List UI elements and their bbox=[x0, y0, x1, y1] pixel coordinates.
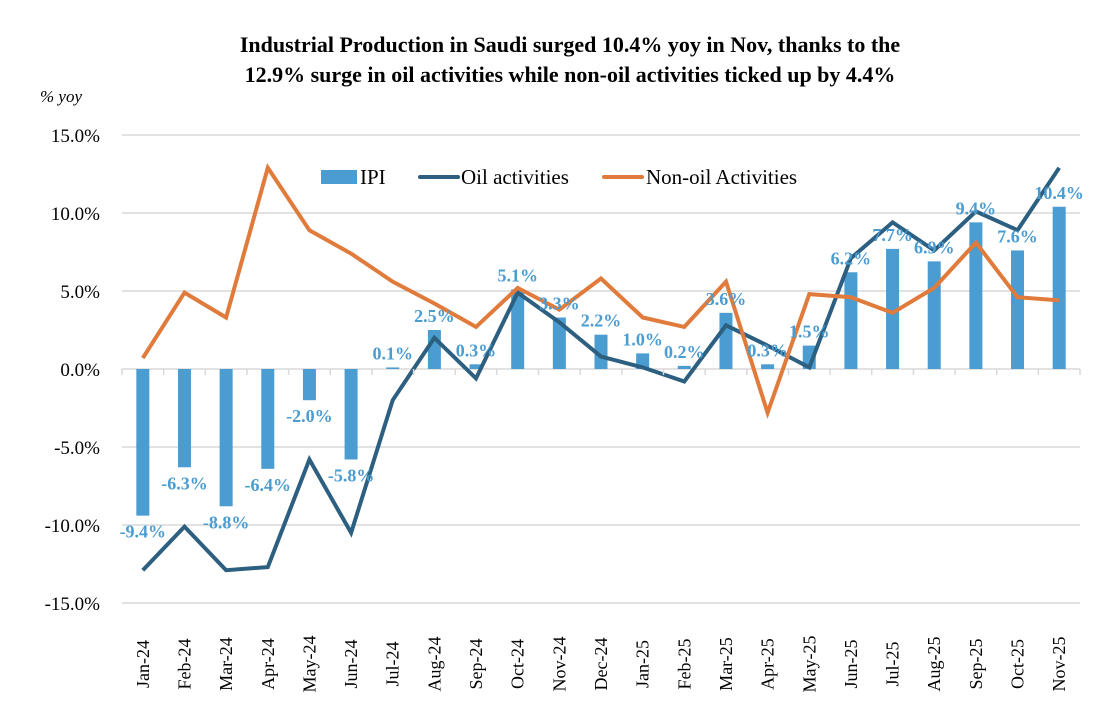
x-tick-label: Jan-25 bbox=[633, 640, 653, 688]
x-tick-label: Feb-25 bbox=[674, 639, 694, 690]
data-label-ipi: 7.6% bbox=[997, 226, 1038, 246]
line-oil-activities bbox=[141, 166, 1061, 573]
x-tick-label: Dec-24 bbox=[591, 638, 611, 691]
legend-label-ipi: IPI bbox=[360, 165, 386, 189]
x-tick-label: Jul-25 bbox=[883, 642, 903, 687]
bar-ipi bbox=[594, 334, 608, 369]
legend-item-non-oil: Non-oil Activities bbox=[602, 165, 797, 189]
bar-ipi bbox=[719, 312, 733, 369]
bar-ipi bbox=[177, 369, 191, 468]
data-label-ipi: -6.3% bbox=[161, 473, 208, 493]
x-tick-label: Nov-25 bbox=[1049, 637, 1069, 692]
x-tick-label: Apr-25 bbox=[758, 638, 778, 690]
x-tick-label: Oct-24 bbox=[508, 639, 528, 689]
data-label-ipi: -2.0% bbox=[286, 406, 333, 426]
data-label-ipi: 5.1% bbox=[497, 265, 538, 285]
y-tick-label: 15.0% bbox=[51, 126, 100, 147]
x-tick-label: Sep-25 bbox=[966, 639, 986, 690]
bar-ipi bbox=[344, 369, 358, 460]
y-axis-label: % yoy bbox=[40, 87, 82, 106]
x-tick-label: May-25 bbox=[799, 636, 819, 693]
x-axis-ticks: Jan-24 Feb-24 Mar-24 Apr-24 May-24 Jun-24 Jul-… bbox=[121, 369, 1081, 693]
bar-ipi bbox=[302, 369, 316, 401]
y-tick-label: -10.0% bbox=[45, 516, 101, 537]
data-label-ipi: -8.8% bbox=[203, 512, 250, 532]
x-tick-label: Nov-24 bbox=[549, 637, 569, 692]
x-tick-label: Jul-24 bbox=[383, 642, 403, 687]
x-tick-label: Oct-25 bbox=[1008, 639, 1028, 689]
x-tick-label: Apr-24 bbox=[258, 638, 278, 690]
bar-ipi bbox=[136, 369, 150, 516]
data-label-ipi: 0.3% bbox=[456, 340, 497, 360]
y-tick-label: -5.0% bbox=[54, 438, 100, 459]
data-label-ipi: -9.4% bbox=[120, 522, 167, 542]
data-labels: -9.4%-6.3%-8.8%-6.4%-2.0%-5.8%0.1%2.5%0.… bbox=[120, 183, 1084, 542]
data-label-ipi: 2.5% bbox=[414, 306, 455, 326]
x-tick-label: Jun-25 bbox=[841, 640, 861, 689]
x-tick-label: Mar-24 bbox=[216, 637, 236, 691]
bar-ipi bbox=[511, 289, 525, 369]
bar-ipi bbox=[927, 261, 941, 369]
bar-ipi bbox=[1011, 250, 1025, 369]
x-tick-label: Jun-24 bbox=[341, 640, 361, 689]
gridlines bbox=[122, 134, 1080, 604]
bar-ipi bbox=[844, 272, 858, 369]
y-tick-label: 5.0% bbox=[60, 282, 100, 303]
data-label-ipi: 10.4% bbox=[1034, 183, 1084, 203]
bar-ipi bbox=[886, 248, 900, 369]
y-tick-label: 0.0% bbox=[60, 360, 100, 381]
data-label-ipi: 9.4% bbox=[956, 198, 997, 218]
data-label-ipi: 0.1% bbox=[372, 343, 413, 363]
y-tick-label: 10.0% bbox=[51, 204, 100, 225]
data-label-ipi: 0.2% bbox=[664, 342, 705, 362]
bar-ipi bbox=[469, 364, 483, 369]
bar-ipi bbox=[219, 369, 233, 507]
x-tick-label: May-24 bbox=[299, 636, 319, 693]
chart-title-line-1: Industrial Production in Saudi surged 10… bbox=[240, 32, 901, 57]
legend-item-ipi: IPI bbox=[321, 165, 386, 189]
y-tick-label: -15.0% bbox=[45, 594, 101, 615]
series-lines bbox=[141, 163, 1061, 573]
bar-ipi bbox=[1052, 206, 1066, 369]
legend-label-non-oil: Non-oil Activities bbox=[646, 165, 797, 189]
data-label-ipi: 7.7% bbox=[872, 225, 913, 245]
line-non-oil-activities bbox=[141, 163, 1060, 420]
data-label-ipi: 3.3% bbox=[539, 294, 580, 314]
x-tick-label: Aug-25 bbox=[924, 637, 944, 692]
x-tick-label: Jan-24 bbox=[133, 640, 153, 688]
data-label-ipi: 1.5% bbox=[789, 322, 830, 342]
legend: IPI Oil activities Non-oil Activities bbox=[321, 165, 797, 189]
legend-swatch-ipi bbox=[321, 170, 357, 184]
bar-ipi bbox=[761, 364, 775, 369]
bar-ipi bbox=[677, 365, 691, 369]
data-label-ipi: 6.2% bbox=[831, 248, 872, 268]
data-label-ipi: -6.4% bbox=[245, 475, 292, 495]
data-label-ipi: 3.6% bbox=[706, 289, 747, 309]
x-tick-label: Mar-25 bbox=[716, 637, 736, 691]
data-label-ipi: 0.3% bbox=[747, 340, 788, 360]
x-tick-label: Aug-24 bbox=[424, 637, 444, 692]
legend-item-oil: Oil activities bbox=[418, 165, 569, 189]
data-label-ipi: 6.9% bbox=[914, 237, 955, 257]
y-axis-ticks: 15.0% 10.0% 5.0% 0.0% -5.0% -10.0% -15.0% bbox=[45, 126, 101, 615]
chart-title-line-2: 12.9% surge in oil activities while non-… bbox=[245, 62, 896, 87]
data-label-ipi: -5.8% bbox=[328, 465, 375, 485]
data-label-ipi: 1.0% bbox=[622, 329, 663, 349]
bar-ipi bbox=[969, 222, 983, 369]
x-tick-label: Feb-24 bbox=[174, 639, 194, 690]
legend-label-oil: Oil activities bbox=[461, 165, 569, 189]
data-label-ipi: 2.2% bbox=[581, 311, 622, 331]
x-tick-label: Sep-24 bbox=[466, 639, 486, 690]
bar-ipi bbox=[552, 317, 566, 369]
bar-ipi bbox=[386, 367, 400, 369]
bar-ipi bbox=[261, 369, 275, 469]
